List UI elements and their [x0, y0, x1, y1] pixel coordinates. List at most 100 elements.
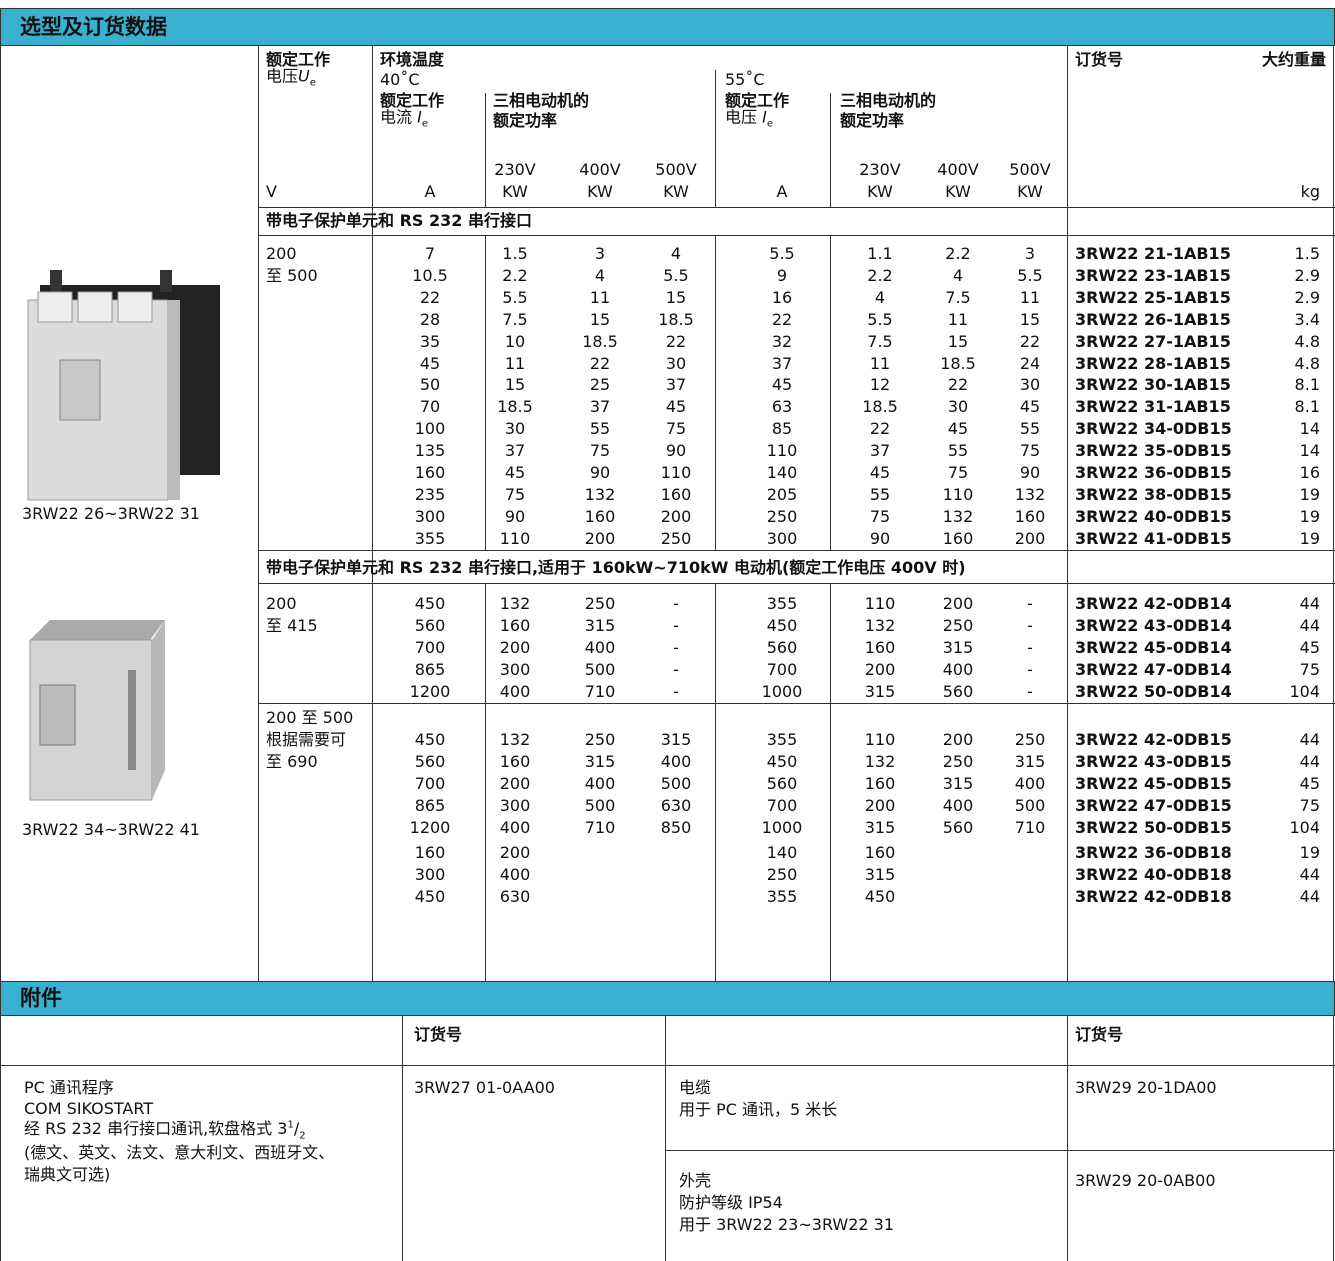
cell: 200 — [499, 773, 531, 793]
cell: - — [673, 594, 679, 613]
order-number: 3RW22 27-1AB15 — [1075, 331, 1231, 351]
cell: 200 — [942, 594, 974, 613]
voltage-range: 至 690 — [266, 752, 318, 771]
cell: 37 — [869, 441, 891, 461]
cell: 700 — [414, 637, 446, 657]
cell: 5.5 — [502, 287, 528, 307]
item-text: 电缆 — [679, 1078, 712, 1097]
order-number: 3RW22 36-0DB18 — [1075, 843, 1232, 862]
section-title: 带电子保护单元和 RS 232 串行接口 — [266, 211, 532, 230]
unit-label: A — [424, 182, 436, 201]
order-number: 3RW22 25-1AB15 — [1075, 287, 1231, 307]
cell: 315 — [584, 751, 616, 771]
cell: 90 — [589, 463, 611, 482]
cell: 200 — [499, 637, 531, 657]
cell: 160 — [584, 506, 616, 526]
weight: 44 — [1299, 751, 1320, 771]
cell: 132 — [499, 730, 531, 749]
cell: 132 — [1014, 484, 1046, 504]
cell: 75 — [665, 419, 687, 439]
rule — [0, 1016, 1, 1261]
column-header: 额定工作 — [725, 91, 790, 110]
cell: 315 — [864, 864, 896, 884]
cell: 10.5 — [412, 265, 448, 285]
cell: 865 — [414, 659, 446, 679]
weight: 8.1 — [1294, 375, 1320, 395]
image-caption: 3RW22 26~3RW22 31 — [22, 504, 200, 523]
column-header: 电压 Ie — [725, 107, 773, 134]
order-number: 3RW22 35-0DB15 — [1075, 441, 1232, 461]
rule — [665, 1016, 666, 1261]
text-part: 经 RS 232 串行接口通讯,软盘格式 3 — [24, 1119, 288, 1139]
cell: - — [673, 659, 679, 679]
rule — [258, 703, 1335, 704]
cell: 250 — [584, 730, 616, 749]
cell: 11 — [589, 287, 611, 307]
weight: 19 — [1299, 843, 1320, 862]
cell: 11 — [869, 353, 891, 373]
cell: 110 — [942, 484, 974, 504]
cell: 200 — [864, 795, 896, 815]
order-number: 3RW22 43-0DB15 — [1075, 751, 1232, 771]
cell: 400 — [499, 864, 531, 884]
cell: 18.5 — [658, 309, 694, 329]
weight: 104 — [1289, 817, 1320, 837]
cell: 300 — [499, 795, 531, 815]
cell: 15 — [665, 287, 687, 307]
cell: 110 — [864, 594, 896, 613]
column-header: 订货号 — [1075, 50, 1124, 69]
cell: - — [1027, 594, 1033, 613]
weight: 4.8 — [1294, 331, 1320, 351]
cell: 700 — [766, 795, 798, 815]
cell: 450 — [864, 886, 896, 906]
cell: 710 — [584, 681, 616, 701]
text-part: U — [298, 66, 310, 86]
cell: 200 — [584, 528, 616, 548]
order-number: 3RW22 31-1AB15 — [1075, 397, 1231, 417]
cell: 18.5 — [940, 353, 976, 373]
cell: 15 — [1019, 309, 1041, 329]
column-header: 电压Ue — [266, 66, 316, 93]
cell: 24 — [1019, 353, 1041, 373]
order-number: 3RW22 21-1AB15 — [1075, 244, 1231, 263]
cell: 250 — [660, 528, 692, 548]
rule — [258, 207, 1335, 208]
item-text: 用于 3RW22 23~3RW22 31 — [679, 1215, 895, 1234]
cell: 205 — [766, 484, 798, 504]
cell: 160 — [499, 751, 531, 771]
text-part: 电压 — [725, 107, 763, 127]
cell: 300 — [499, 659, 531, 679]
cell: 75 — [947, 463, 969, 482]
cell: 9 — [776, 265, 788, 285]
weight: 2.9 — [1294, 287, 1320, 307]
cell: 11 — [504, 353, 526, 373]
text-part: e — [421, 118, 428, 130]
cell: 710 — [584, 817, 616, 837]
section-bar — [0, 981, 1335, 1016]
cell: 37 — [589, 397, 611, 417]
cell: 132 — [584, 484, 616, 504]
cell: 37 — [665, 375, 687, 395]
unit-label: KW — [587, 182, 613, 201]
cell: 300 — [414, 864, 446, 884]
voltage-range: 至 500 — [266, 266, 318, 285]
cell: 7 — [424, 244, 436, 263]
text-part: 电压 — [266, 66, 299, 86]
column-header: 额定工作 — [380, 91, 445, 110]
cell: 15 — [504, 375, 526, 395]
cell: 250 — [942, 751, 974, 771]
cell: 250 — [942, 615, 974, 635]
item-text: 用于 PC 通讯，5 米长 — [679, 1100, 838, 1119]
item-text: 防护等级 IP54 — [679, 1193, 783, 1212]
weight: 75 — [1299, 795, 1320, 815]
cell: 75 — [1019, 441, 1041, 461]
cell: 400 — [499, 681, 531, 701]
order-number: 3RW22 34-0DB15 — [1075, 419, 1232, 439]
cell: 90 — [869, 528, 891, 548]
rule — [258, 583, 1335, 584]
text-part: e — [766, 118, 773, 130]
cell: 110 — [660, 463, 692, 482]
cell: 700 — [766, 659, 798, 679]
cell: 560 — [414, 615, 446, 635]
